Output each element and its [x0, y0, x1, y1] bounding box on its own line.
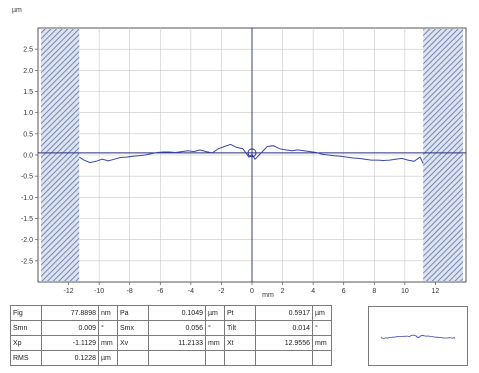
x-tick-label: -12	[64, 288, 74, 295]
profile-thumbnail	[368, 306, 468, 366]
x-tick-label: 4	[311, 288, 315, 295]
x-tick-label: 12	[432, 288, 440, 295]
x-tick-label: -2	[218, 288, 224, 295]
statistics-row: Xp -1.1129 mm Xv 11.2133 mm Xt 12.9556 mm	[10, 335, 332, 351]
stat-unit: mm	[205, 335, 225, 351]
x-tick-label: -4	[188, 288, 194, 295]
stat-value: 12.9556	[255, 335, 313, 351]
excluded-region	[423, 29, 463, 281]
stat-value	[148, 350, 206, 366]
stat-value: 0.1228	[41, 350, 99, 366]
stat-label: Smx	[117, 320, 149, 336]
y-tick-label: -2.0	[21, 237, 33, 244]
stat-label: Fig	[10, 305, 42, 321]
stat-unit: °	[312, 320, 332, 336]
stat-label: Tilt	[224, 320, 256, 336]
stat-label: Smn	[10, 320, 42, 336]
x-tick-label: 2	[281, 288, 285, 295]
stat-unit: °	[205, 320, 225, 336]
stat-value: 11.2133	[148, 335, 206, 351]
x-axis-unit: mm	[262, 292, 274, 299]
stat-label: Pa	[117, 305, 149, 321]
stat-label	[224, 350, 256, 366]
crosshair-marker	[247, 148, 257, 158]
stat-unit: nm	[98, 305, 118, 321]
statistics-row: RMS 0.1228 µm	[10, 350, 332, 366]
stat-label: Xt	[224, 335, 256, 351]
y-tick-label: 2.5	[23, 47, 33, 54]
stat-label	[117, 350, 149, 366]
stat-value: 0.014	[255, 320, 313, 336]
excluded-region	[41, 29, 80, 281]
stat-label: Pt	[224, 305, 256, 321]
stat-label: RMS	[10, 350, 42, 366]
y-tick-label: -0.5	[21, 174, 33, 181]
stat-unit: °	[98, 320, 118, 336]
stat-unit: µm	[205, 305, 225, 321]
x-tick-label: 0	[250, 288, 254, 295]
statistics-row: Smn 0.009 ° Smx 0.056 ° Tilt 0.014 °	[10, 320, 332, 336]
y-tick-label: 1.0	[23, 110, 33, 117]
y-tick-label: -1.5	[21, 216, 33, 223]
stat-label: Xp	[10, 335, 42, 351]
stat-value: 0.009	[41, 320, 99, 336]
profile-chart: µm -12 -10 -8 -6 -4 -2 0 2 4 6 8 10 12 2.5 2.0 1.5 1.0 0.…	[12, 7, 467, 299]
y-tick-label: 0.5	[23, 131, 33, 138]
stat-value	[255, 350, 313, 366]
x-tick-label: 8	[372, 288, 376, 295]
stat-value: 0.1049	[148, 305, 206, 321]
y-axis-unit: µm	[12, 7, 22, 14]
stat-unit: mm	[98, 335, 118, 351]
y-tick-label: -2.5	[21, 258, 33, 265]
stat-unit: mm	[312, 335, 332, 351]
x-tick-label: -10	[94, 288, 104, 295]
stat-value: 0.5917	[255, 305, 313, 321]
stat-unit: µm	[312, 305, 332, 321]
stat-value: 77.8898	[41, 305, 99, 321]
statistics-table: Fig 77.8898 nm Pa 0.1049 µm Pt 0.5917 µm Smn 0.009…	[10, 305, 332, 366]
x-tick-label: 10	[401, 288, 409, 295]
stat-unit	[312, 350, 332, 366]
y-tick-label: 1.5	[23, 89, 33, 96]
y-tick-label: 0.0	[23, 153, 33, 160]
x-tick-label: -6	[157, 288, 163, 295]
stat-value: -1.1129	[41, 335, 99, 351]
y-tick-label: 2.0	[23, 68, 33, 75]
thumbnail-series-line	[380, 334, 456, 339]
statistics-row: Fig 77.8898 nm Pa 0.1049 µm Pt 0.5917 µm	[10, 305, 332, 321]
y-tick-label: -1.0	[21, 195, 33, 202]
stat-label: Xv	[117, 335, 149, 351]
stat-value: 0.056	[148, 320, 206, 336]
x-tick-label: 6	[342, 288, 346, 295]
stat-unit: µm	[98, 350, 118, 366]
x-tick-label: -8	[127, 288, 133, 295]
stat-unit	[205, 350, 225, 366]
profile-series-line	[79, 143, 424, 164]
